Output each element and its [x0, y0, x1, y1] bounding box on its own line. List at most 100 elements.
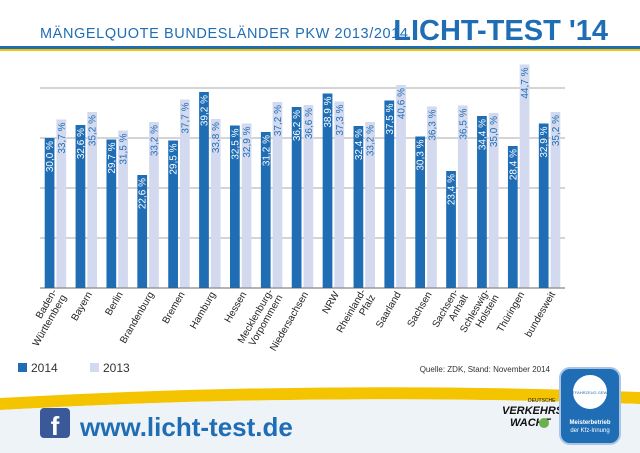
x-tick-label: Berlin: [103, 290, 125, 318]
x-tick-label: Baden-Württemberg: [21, 288, 69, 349]
value-label: 31,2 %: [261, 135, 272, 166]
bar: [260, 132, 271, 288]
bar: [538, 123, 549, 288]
value-label: 32,6 %: [76, 128, 87, 159]
value-label: 32,5 %: [230, 128, 241, 159]
facebook-f: f: [51, 411, 60, 441]
value-label: 33,7 %: [57, 122, 68, 153]
value-label: 34,4 %: [477, 119, 488, 150]
x-tick-label: Bremen: [161, 290, 188, 326]
value-label: 32,9 %: [539, 126, 550, 157]
bar: [149, 122, 159, 288]
bar: [44, 138, 55, 288]
value-label: 44,7 %: [520, 67, 531, 98]
value-label: 33,2 %: [366, 125, 377, 156]
bar: [75, 125, 86, 288]
facebook-icon: [40, 408, 70, 438]
value-label: 22,6 %: [138, 178, 149, 209]
value-label: 35,2 %: [88, 115, 99, 146]
badge-text: der Kfz-Innung: [570, 428, 609, 434]
bar: [56, 119, 67, 288]
value-label: 32,4 %: [354, 129, 365, 160]
value-label: 30,0 %: [45, 141, 56, 172]
bar: [488, 113, 499, 288]
value-label: 31,5 %: [119, 133, 130, 164]
bar: [199, 92, 209, 288]
value-label: 33,8 %: [211, 122, 222, 153]
bar: [210, 119, 221, 288]
subtitle: MÄNGELQUOTE BUNDESLÄNDER PKW 2013/2014: [40, 25, 409, 42]
value-label: 38,9 %: [323, 96, 334, 127]
value-label: 23,4 %: [447, 174, 458, 205]
source: Quelle: ZDK, Stand: November 2014: [420, 365, 551, 374]
bar: [322, 93, 333, 288]
value-label: 33,2 %: [149, 125, 160, 156]
logo-plus: [539, 418, 549, 428]
legend-swatch: [90, 363, 99, 372]
x-tick-label: NRW: [321, 290, 343, 317]
logo-text: DEUTSCHE: [528, 398, 556, 404]
bar: [427, 106, 437, 288]
bar: [334, 101, 345, 288]
brand: LICHT-TEST '14: [393, 15, 608, 47]
value-label: 37,7 %: [180, 102, 191, 133]
badge-ring: KRAFTFAHRZEUG GEWERBE: [562, 390, 619, 395]
legend-label: 2013: [103, 361, 130, 375]
value-label: 35,0 %: [489, 116, 500, 147]
bar: [168, 140, 178, 288]
bar: [291, 107, 302, 288]
bar: [241, 123, 252, 288]
bar: [179, 99, 190, 288]
value-label: 40,6 %: [397, 88, 408, 119]
value-label: 36,2 %: [292, 110, 303, 141]
bar: [118, 130, 128, 288]
legend-swatch: [18, 363, 27, 372]
bar: [457, 105, 468, 288]
x-tick-label: Hessen: [223, 290, 249, 325]
logo-text: VERKEHRS: [502, 405, 564, 417]
bar: [87, 112, 98, 288]
x-tick-label: Thüringen: [495, 290, 527, 334]
bar: [272, 102, 283, 288]
footer-band: [0, 399, 640, 453]
value-label: 36,6 %: [304, 108, 315, 139]
x-tick-label: Hamburg: [188, 290, 218, 331]
value-label: 28,4 %: [508, 149, 519, 180]
bar: [106, 139, 117, 288]
header-rule: [0, 46, 640, 49]
bar: [446, 171, 456, 288]
url[interactable]: www.licht-test.de: [79, 412, 293, 442]
value-label: 36,3 %: [427, 109, 438, 140]
value-label: 36,5 %: [458, 108, 469, 139]
value-label: 29,7 %: [107, 142, 118, 173]
bar: [415, 136, 426, 288]
badge-text: Meisterbetrieb: [569, 420, 610, 426]
bar: [550, 112, 561, 288]
bar: [353, 126, 364, 288]
bar: [507, 146, 518, 288]
header-rule-yellow: [0, 49, 640, 51]
value-label: 32,9 %: [242, 126, 253, 157]
value-label: 37,2 %: [273, 105, 284, 136]
bar: [384, 100, 395, 288]
legend-label: 2014: [31, 361, 58, 375]
x-tick-label: Saarland: [374, 290, 404, 330]
bar: [477, 116, 487, 288]
value-label: 29,5 %: [169, 143, 180, 174]
value-label: 37,5 %: [385, 103, 396, 134]
bar: [396, 85, 406, 288]
value-label: 37,3 %: [335, 104, 346, 135]
x-tick-label: bundesweit: [523, 290, 558, 340]
bar: [137, 175, 148, 288]
bar: [303, 105, 314, 288]
value-label: 30,3 %: [416, 139, 427, 170]
bar: [230, 125, 240, 288]
bar: [365, 122, 375, 288]
footer-wave: [0, 387, 640, 410]
bar: [519, 64, 530, 288]
badge-circle: [571, 373, 609, 411]
x-tick-label: Bayern: [70, 290, 95, 323]
value-label: 39,2 %: [199, 95, 210, 126]
